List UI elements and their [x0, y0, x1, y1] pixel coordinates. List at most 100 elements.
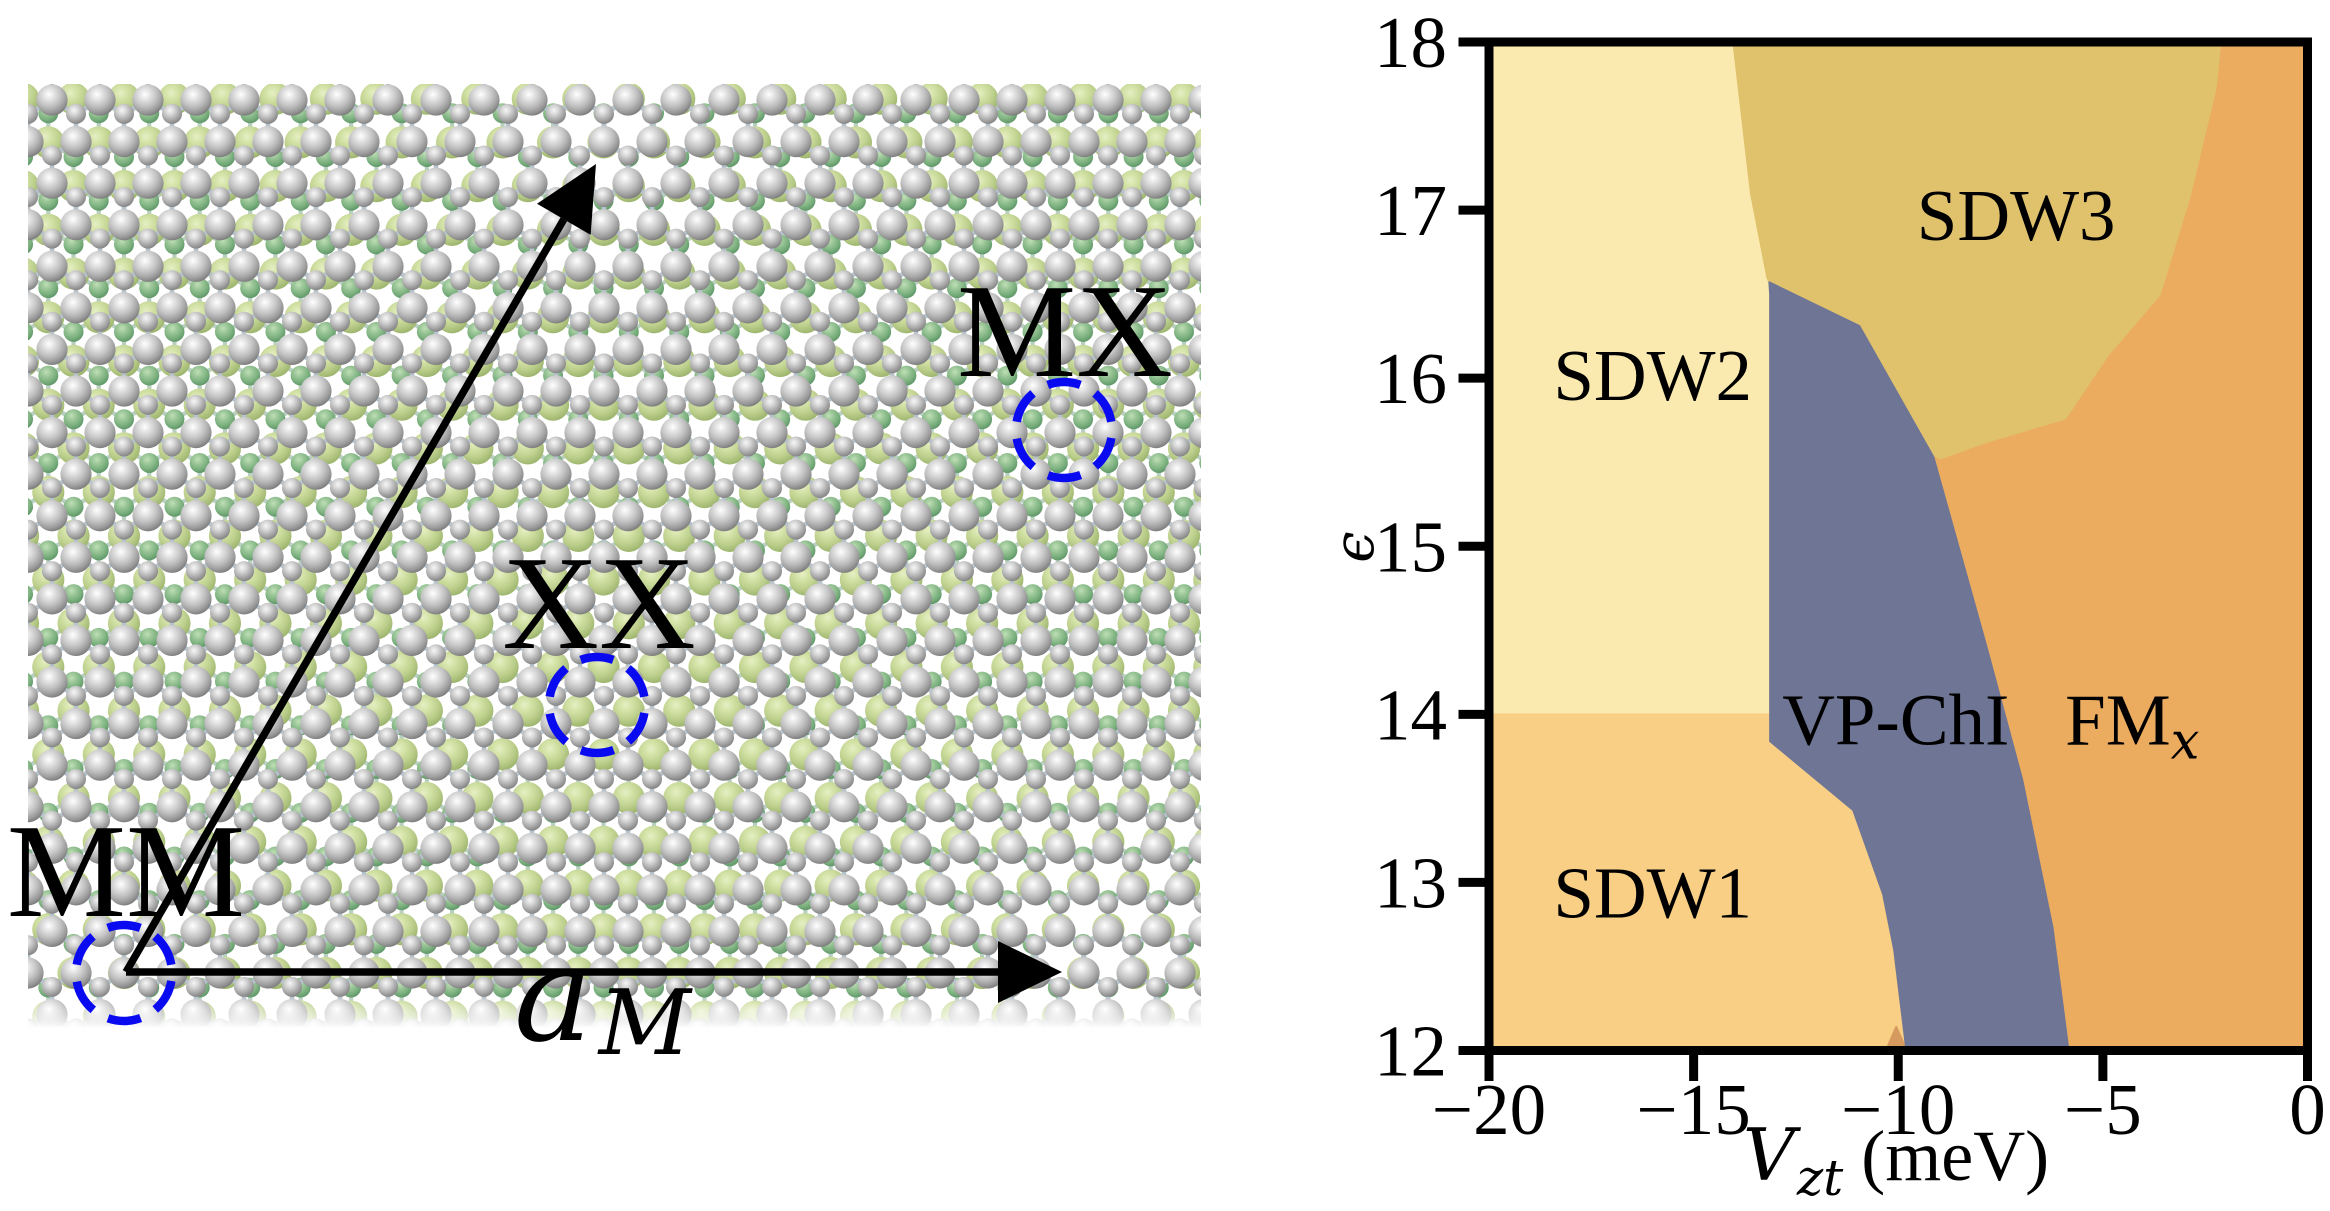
bond	[1033, 1060, 1058, 1075]
bond	[388, 1098, 412, 1112]
bond	[604, 11, 629, 26]
atom-x	[1351, 191, 1371, 211]
bond	[1235, 580, 1260, 595]
bond	[1033, 55, 1058, 70]
atom-x	[1098, 365, 1119, 386]
bond	[316, 1098, 340, 1112]
atom-x	[1073, 496, 1094, 517]
bond	[1335, 142, 1360, 157]
atom-m	[587, 563, 620, 596]
atom-x	[1124, 1109, 1144, 1129]
bond	[1204, 973, 1228, 987]
bond	[1361, 142, 1386, 157]
atom-x	[215, 1109, 235, 1129]
bond	[1235, 623, 1260, 638]
atom-x	[1047, 278, 1068, 299]
atom-m	[461, 1132, 493, 1164]
atom-x	[1047, 540, 1068, 561]
atom-x	[921, 321, 942, 342]
atom-x	[0, 978, 8, 998]
atom-x	[1022, 321, 1043, 342]
atom-x	[63, 321, 84, 342]
atom-x	[1225, 672, 1245, 692]
atom-m	[259, 1132, 291, 1164]
atom-x	[1174, 60, 1194, 80]
bond	[1335, 99, 1360, 114]
atom-x	[1325, 934, 1345, 954]
bond	[427, 1104, 452, 1119]
bond	[1285, 405, 1310, 420]
bond	[1235, 667, 1260, 682]
atom-x	[0, 715, 8, 735]
bond	[74, 1104, 99, 1119]
bond	[1285, 1017, 1310, 1032]
bond	[1108, 1060, 1133, 1075]
atom-m	[1345, 738, 1377, 770]
bond	[892, 1098, 916, 1112]
bond	[326, 55, 351, 70]
bond	[172, 1098, 196, 1112]
bond	[528, 1104, 553, 1119]
bond	[964, 1056, 988, 1070]
bond	[48, 11, 73, 26]
bond	[1310, 754, 1335, 769]
atom-m	[0, 39, 14, 71]
bond	[1335, 1104, 1360, 1119]
atom-m	[1294, 913, 1326, 945]
atom-x	[1351, 978, 1371, 998]
bond	[503, 1104, 528, 1119]
bond	[268, 1098, 292, 1112]
atom-x	[189, 365, 210, 386]
bond	[1209, 492, 1234, 507]
bond	[477, 1104, 502, 1119]
atom-x	[64, 60, 84, 80]
atom-m	[1193, 1088, 1225, 1120]
bond	[1335, 55, 1360, 70]
bond	[1335, 405, 1360, 420]
bond	[484, 1098, 508, 1112]
atom-x	[1376, 1109, 1396, 1129]
bond	[1132, 1098, 1156, 1112]
atom-x	[139, 453, 160, 473]
atom-x	[1225, 934, 1245, 954]
atom-x	[1275, 60, 1295, 80]
bond	[477, 11, 502, 26]
atom-x	[1023, 1109, 1043, 1129]
bond	[503, 55, 528, 70]
bond	[351, 55, 376, 70]
atom-x	[1098, 16, 1118, 36]
atom-x	[1376, 759, 1396, 779]
bond	[301, 1104, 326, 1119]
atom-x	[1199, 981, 1201, 994]
atom-x	[1275, 759, 1295, 779]
atom-m	[285, 1088, 317, 1120]
bond	[881, 55, 906, 70]
bond	[0, 973, 4, 987]
atom-x	[1250, 803, 1270, 823]
atom-x	[114, 496, 134, 517]
bond	[1007, 1060, 1032, 1075]
bond	[831, 11, 856, 26]
atom-x	[1199, 16, 1219, 36]
atom-m	[1294, 214, 1326, 246]
bond	[0, 361, 23, 376]
atom-m	[1042, 39, 1074, 71]
bond	[364, 1056, 388, 1070]
atom-x	[1275, 934, 1295, 954]
bond	[881, 11, 906, 26]
atom-x	[214, 409, 235, 430]
atom-m	[1370, 257, 1402, 289]
atom-x	[189, 278, 210, 299]
bond	[868, 1098, 892, 1112]
atom-m	[739, 39, 771, 71]
atom-m	[1117, 1044, 1149, 1076]
atom-x	[38, 278, 59, 299]
bond	[340, 1056, 364, 1070]
atom-m	[1017, 1044, 1049, 1076]
bond	[74, 1060, 99, 1075]
atom-x	[946, 278, 967, 299]
atom-x	[291, 1065, 311, 1085]
bond	[1007, 11, 1032, 26]
bond	[174, 1104, 199, 1119]
atom-m	[461, 1044, 493, 1076]
